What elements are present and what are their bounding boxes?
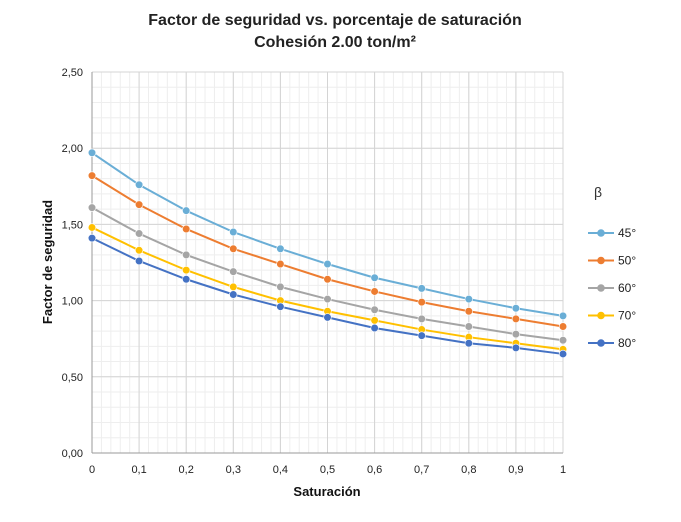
chart-axes [91,72,563,454]
data-point-50 [511,314,521,323]
data-point-45 [511,304,521,313]
data-point-80 [182,275,191,284]
data-point-45 [464,294,473,304]
legend-label: 60° [618,281,636,295]
x-tick-label: 0,1 [131,464,146,476]
legend-title: β [594,184,602,200]
data-point-45 [417,284,426,293]
legend-swatch-marker [597,311,605,320]
x-tick-label: 0,4 [273,464,288,476]
data-point-50 [87,171,97,180]
data-point-50 [182,224,191,234]
data-point-45 [87,148,97,157]
data-point-45 [135,180,144,189]
data-point-70 [182,266,191,275]
data-point-80 [558,349,568,359]
y-axis-title: Factor de seguridad [40,200,55,324]
legend-swatch-marker [597,339,605,347]
x-tick-label: 0 [89,464,95,476]
data-point-50 [323,275,332,284]
y-tick-label: 1,00 [62,296,83,308]
legend-swatch-marker [597,256,605,265]
legend: β 45° 50° 60° 70° 80° [588,184,636,350]
data-point-80 [276,302,285,311]
data-point-45 [229,227,238,237]
data-point-50 [135,200,144,209]
legend-swatch-marker [597,229,605,237]
x-axis-title: Saturación [293,484,360,499]
data-point-60 [370,305,379,314]
x-tick-label: 0,9 [508,464,523,476]
x-tick-label: 0,5 [320,464,335,476]
x-tick-label: 0,3 [226,464,241,476]
y-tick-label: 2,00 [62,143,83,155]
data-point-45 [558,311,568,320]
data-point-80 [229,290,238,299]
legend-item-50: 50° [588,254,636,268]
data-point-45 [323,259,332,269]
series-45 [87,148,568,320]
data-point-60 [135,229,144,238]
data-point-70 [87,223,97,232]
x-tick-label: 0,7 [414,464,429,476]
data-point-45 [182,206,191,215]
chart-title: Factor de seguridad vs. porcentaje de sa… [148,12,521,29]
legend-item-70: 70° [588,309,636,323]
legend-item-45: 45° [588,226,636,240]
legend-swatch-marker [597,284,605,292]
series-layer [87,148,568,359]
y-tick-label: 0,50 [62,372,83,384]
y-tick-label: 1,50 [62,219,83,231]
data-point-70 [370,316,379,325]
data-point-50 [370,287,379,296]
legend-label: 45° [618,226,636,240]
data-point-50 [417,298,426,307]
data-point-70 [135,246,144,255]
series-70 [87,223,568,354]
data-point-80 [135,256,144,266]
data-point-60 [87,203,97,212]
data-point-60 [323,294,332,304]
x-axis-tick-labels: 0 0,1 0,2 0,3 0,4 0,5 0,6 0,7 0,8 0,9 1 [89,464,566,476]
data-point-80 [370,323,379,333]
series-50 [87,171,568,331]
data-point-60 [417,314,426,323]
data-point-60 [558,336,568,345]
series-60 [87,203,568,345]
data-point-50 [276,259,285,269]
chart-subtitle: Cohesión 2.00 ton/m² [254,34,416,51]
legend-label: 70° [618,309,636,323]
x-tick-label: 0,6 [367,464,382,476]
data-point-50 [464,307,473,316]
data-point-45 [276,244,285,253]
series-80 [87,234,568,359]
data-point-80 [511,343,521,352]
legend-label: 80° [618,336,636,350]
data-point-80 [417,331,426,340]
data-point-50 [229,244,238,253]
data-point-60 [182,250,191,259]
y-axis-tick-labels: 0,00 0,50 1,00 1,50 2,00 2,50 [62,67,83,460]
data-point-80 [323,313,332,322]
legend-item-80: 80° [588,336,636,350]
x-tick-label: 1 [560,464,566,476]
x-tick-label: 0,8 [461,464,476,476]
data-point-80 [464,339,473,348]
data-point-60 [229,267,238,276]
y-tick-label: 2,50 [62,67,83,79]
y-tick-label: 0,00 [62,448,83,460]
x-tick-label: 0,2 [179,464,194,476]
legend-item-60: 60° [588,281,636,295]
data-point-60 [464,322,473,331]
data-point-80 [87,234,97,243]
legend-label: 50° [618,254,636,268]
data-point-60 [511,330,521,339]
data-point-60 [276,282,285,291]
data-point-70 [229,282,238,291]
data-point-50 [558,322,568,331]
data-point-45 [370,273,379,282]
